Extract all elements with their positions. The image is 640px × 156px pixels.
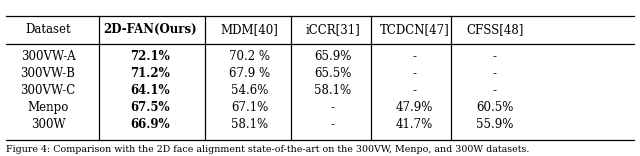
Text: 300VW-B: 300VW-B bbox=[20, 67, 76, 80]
Text: 2D-FAN(Ours): 2D-FAN(Ours) bbox=[104, 23, 197, 36]
Text: 41.7%: 41.7% bbox=[396, 118, 433, 131]
Text: -: - bbox=[493, 67, 497, 80]
Text: 67.5%: 67.5% bbox=[131, 101, 170, 114]
Text: TCDCN[47]: TCDCN[47] bbox=[380, 23, 449, 36]
Text: 67.1%: 67.1% bbox=[231, 101, 268, 114]
Text: -: - bbox=[331, 118, 335, 131]
Text: -: - bbox=[493, 84, 497, 97]
Text: CFSS[48]: CFSS[48] bbox=[466, 23, 524, 36]
Text: Figure 4: Comparison with the 2D face alignment state-of-the-art on the 300VW, M: Figure 4: Comparison with the 2D face al… bbox=[6, 145, 530, 154]
Text: 300VW-A: 300VW-A bbox=[20, 50, 76, 63]
Text: -: - bbox=[413, 50, 417, 63]
Text: 58.1%: 58.1% bbox=[314, 84, 351, 97]
Text: Dataset: Dataset bbox=[25, 23, 71, 36]
Text: 64.1%: 64.1% bbox=[131, 84, 170, 97]
Text: -: - bbox=[493, 50, 497, 63]
Text: MDM[40]: MDM[40] bbox=[221, 23, 278, 36]
Text: iCCR[31]: iCCR[31] bbox=[305, 23, 360, 36]
Text: 70.2 %: 70.2 % bbox=[229, 50, 270, 63]
Text: 54.6%: 54.6% bbox=[231, 84, 268, 97]
Text: 65.5%: 65.5% bbox=[314, 67, 351, 80]
Text: 300W: 300W bbox=[31, 118, 65, 131]
Text: 300VW-C: 300VW-C bbox=[20, 84, 76, 97]
Text: 60.5%: 60.5% bbox=[476, 101, 513, 114]
Text: -: - bbox=[413, 67, 417, 80]
Text: 66.9%: 66.9% bbox=[131, 118, 170, 131]
Text: 72.1%: 72.1% bbox=[131, 50, 170, 63]
Text: 58.1%: 58.1% bbox=[231, 118, 268, 131]
Text: Menpo: Menpo bbox=[28, 101, 68, 114]
Text: 47.9%: 47.9% bbox=[396, 101, 433, 114]
Text: -: - bbox=[331, 101, 335, 114]
Text: -: - bbox=[413, 84, 417, 97]
Text: 67.9 %: 67.9 % bbox=[229, 67, 270, 80]
Text: 65.9%: 65.9% bbox=[314, 50, 351, 63]
Text: 71.2%: 71.2% bbox=[131, 67, 170, 80]
Text: 55.9%: 55.9% bbox=[476, 118, 513, 131]
